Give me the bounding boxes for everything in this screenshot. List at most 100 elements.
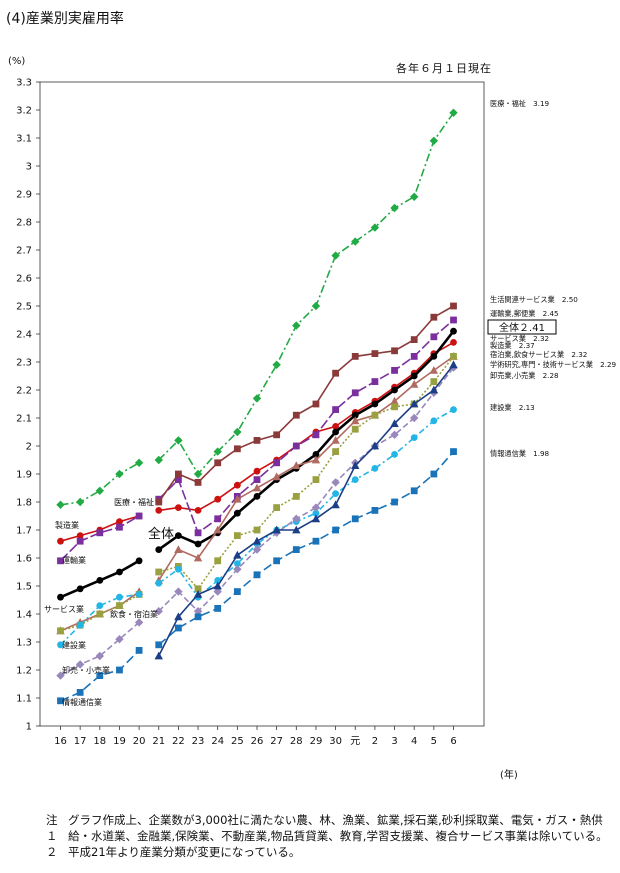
series-line bbox=[60, 462, 140, 506]
data-point bbox=[391, 386, 398, 394]
data-point bbox=[450, 316, 457, 324]
x-tick-label: 23 bbox=[192, 736, 205, 747]
data-point bbox=[331, 251, 340, 260]
data-point bbox=[233, 427, 242, 437]
footnote-1-number: 注１ bbox=[46, 813, 58, 843]
data-point bbox=[312, 476, 320, 483]
data-point bbox=[155, 579, 163, 587]
y-tick-label: 2.8 bbox=[16, 218, 32, 229]
data-point bbox=[194, 540, 202, 548]
data-point bbox=[252, 536, 262, 545]
data-point bbox=[96, 610, 104, 618]
data-point bbox=[155, 498, 163, 506]
data-point bbox=[253, 437, 261, 444]
data-point bbox=[233, 550, 242, 559]
data-point bbox=[214, 605, 222, 612]
footnote-1-text: グラフ作成上、企業数が3,000社に満たない農、林、漁業、鉱業,採石業,砂利採取… bbox=[68, 813, 608, 843]
data-point bbox=[57, 697, 64, 705]
series-left-label: サービス業 bbox=[44, 604, 84, 614]
data-point bbox=[351, 353, 359, 360]
x-tick-label: 4 bbox=[411, 736, 417, 747]
overall-box bbox=[487, 319, 557, 335]
data-point bbox=[116, 523, 123, 531]
data-point bbox=[57, 593, 64, 601]
data-point bbox=[57, 537, 64, 545]
data-point bbox=[312, 537, 320, 545]
x-tick-label: 18 bbox=[93, 736, 106, 747]
footnotes: 注１ グラフ作成上、企業数が3,000社に満たない農、林、漁業、鉱業,採石業,砂… bbox=[46, 812, 611, 860]
series-left-label: 情報通信業 bbox=[62, 697, 102, 707]
overall-callout: 全体 bbox=[148, 526, 174, 542]
series-right-label: 運輸業,郵便業 2.45 bbox=[490, 309, 559, 318]
x-tick-label: 3 bbox=[391, 736, 397, 747]
data-point bbox=[292, 525, 301, 534]
data-point bbox=[450, 448, 457, 455]
data-point bbox=[116, 602, 123, 609]
data-point bbox=[115, 469, 124, 479]
data-point bbox=[252, 394, 262, 403]
data-point bbox=[331, 478, 340, 487]
series-right-label: 生活関連サービス業 2.50 bbox=[490, 295, 578, 304]
data-point bbox=[214, 557, 222, 565]
y-tick-label: 3.2 bbox=[16, 106, 32, 117]
data-point bbox=[155, 507, 163, 514]
y-tick-label: 3.1 bbox=[16, 134, 32, 145]
data-point bbox=[331, 436, 340, 444]
data-point bbox=[332, 428, 339, 436]
y-tick-label: 1.6 bbox=[16, 554, 32, 565]
x-tick-label: 24 bbox=[211, 736, 224, 747]
data-point bbox=[272, 472, 281, 481]
x-tick-label: 25 bbox=[231, 736, 244, 747]
y-tick-label: 2.3 bbox=[16, 358, 32, 369]
data-point bbox=[292, 321, 301, 330]
data-point bbox=[272, 525, 281, 534]
footnote-1: 注１ グラフ作成上、企業数が3,000社に満たない農、林、漁業、鉱業,採石業,砂… bbox=[46, 812, 611, 844]
data-point bbox=[135, 557, 143, 565]
data-point bbox=[351, 461, 360, 469]
data-point bbox=[174, 587, 183, 596]
data-point bbox=[193, 553, 203, 562]
data-point bbox=[351, 411, 359, 419]
series-right-label: 医療・福祉 3.19 bbox=[490, 99, 550, 108]
x-tick-label: 17 bbox=[74, 736, 87, 747]
data-point bbox=[213, 447, 222, 456]
data-point bbox=[351, 416, 360, 425]
series-left-label: 運輸業 bbox=[62, 555, 86, 565]
y-tick-label: 2.4 bbox=[16, 330, 32, 341]
data-point bbox=[253, 476, 261, 483]
x-tick-label: 22 bbox=[172, 736, 185, 747]
data-point bbox=[391, 498, 398, 506]
y-tick-label: 2.1 bbox=[16, 414, 32, 425]
data-point bbox=[95, 486, 104, 495]
data-point bbox=[351, 476, 359, 483]
series-right-label: 卸売業,小売業 2.28 bbox=[490, 371, 559, 380]
x-tick-label: 19 bbox=[113, 736, 126, 747]
data-point bbox=[154, 651, 163, 660]
chart-area: (%) 1 1.1 1.2 1.3 1.4 1.5 1.6 1.7 1.8 1.9 2 2.1 2.2 2.… bbox=[8, 56, 617, 781]
data-point bbox=[233, 588, 241, 595]
data-point bbox=[253, 526, 261, 534]
data-point bbox=[371, 507, 379, 514]
x-tick-label: 30 bbox=[329, 736, 342, 747]
y-tick-label: 2 bbox=[26, 442, 32, 453]
data-point bbox=[390, 419, 399, 427]
data-point bbox=[233, 494, 242, 503]
series-left-label: 飲食・宿泊業 bbox=[110, 609, 158, 619]
x-tick-label: 26 bbox=[251, 736, 264, 747]
y-tick-label: 1.9 bbox=[16, 470, 32, 481]
data-point bbox=[116, 593, 123, 601]
data-point bbox=[115, 635, 124, 644]
data-point bbox=[450, 327, 457, 335]
data-point bbox=[410, 336, 418, 343]
data-point bbox=[57, 627, 64, 635]
data-point bbox=[429, 366, 439, 374]
data-point bbox=[56, 500, 65, 509]
data-point bbox=[370, 441, 380, 450]
data-point bbox=[391, 451, 398, 458]
data-point bbox=[76, 689, 84, 696]
data-point bbox=[233, 509, 241, 517]
data-point bbox=[430, 417, 438, 425]
data-point bbox=[410, 487, 418, 495]
data-point bbox=[76, 621, 84, 629]
data-point bbox=[155, 568, 163, 576]
